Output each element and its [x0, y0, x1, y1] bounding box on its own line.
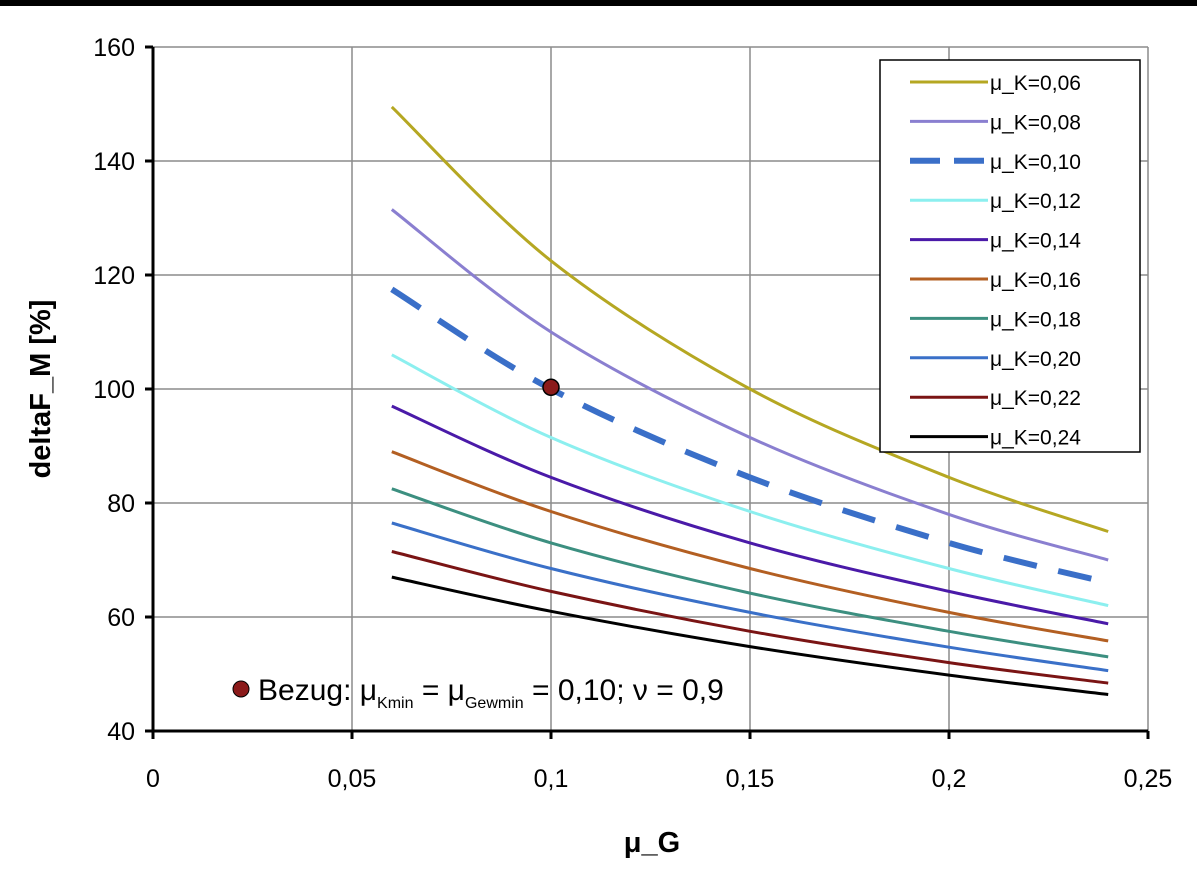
series-line-5 [391, 450, 1109, 643]
series-line-6 [391, 487, 1109, 659]
legend-label-7: μ_K=0,20 [990, 348, 1081, 371]
y-tick-label: 140 [93, 148, 135, 176]
x-tick-labels: 0 0,05 0,1 0,15 0,2 0,25 [146, 765, 1172, 793]
top-border [0, 0, 1197, 6]
series-line-9 [391, 575, 1109, 696]
series-lines [390, 105, 1109, 696]
series-line-2 [390, 286, 1109, 586]
y-axis-label: deltaF_M [%] [25, 300, 57, 479]
legend-label-6: μ_K=0,18 [990, 308, 1081, 331]
annotation-part-sub2: Gewmin [465, 695, 524, 712]
series-line-7 [391, 521, 1109, 673]
legend-label-0: μ_K=0,06 [990, 72, 1081, 95]
series-line-3 [391, 353, 1109, 608]
axes [145, 45, 1150, 739]
reference-point [542, 378, 560, 397]
reference-annotation: Bezug: μKmin = μGewmin = 0,10; ν = 0,9 [232, 674, 724, 712]
y-tick-label: 80 [107, 490, 135, 518]
x-tick-label: 0,2 [932, 765, 967, 793]
legend-label-8: μ_K=0,22 [990, 387, 1081, 410]
annotation-part-prefix: Bezug: μ [258, 674, 377, 707]
legend-label-3: μ_K=0,12 [990, 190, 1081, 213]
legend-label-5: μ_K=0,16 [990, 269, 1081, 292]
legend-label-9: μ_K=0,24 [990, 427, 1081, 450]
y-tick-label: 160 [93, 34, 135, 62]
x-tick-label: 0,05 [328, 765, 377, 793]
series-line-4 [391, 404, 1109, 626]
legend-box [879, 59, 1141, 453]
legend: μ_K=0,06 μ_K=0,08 μ_K=0,10 μ_K=0,12 μ_K=0,14… [879, 59, 1141, 453]
y-tick-label: 100 [93, 376, 135, 404]
annotation-part-mid: = μ [413, 674, 464, 707]
annotation-text: Bezug: μKmin = μGewmin = 0,10; ν = 0,9 [258, 674, 724, 712]
x-tick-label: 0,1 [534, 765, 569, 793]
y-tick-label: 60 [107, 604, 135, 632]
annotation-marker [232, 680, 250, 698]
series-line-8 [391, 550, 1109, 685]
annotation-part-sub1: Kmin [377, 695, 413, 712]
x-axis-label: μ_G [624, 827, 680, 859]
annotation-part-suffix: = 0,10; ν = 0,9 [524, 674, 724, 707]
reference-point-marker [542, 378, 560, 397]
y-tick-label: 40 [107, 718, 135, 746]
legend-label-4: μ_K=0,14 [990, 230, 1081, 253]
legend-label-2: μ_K=0,10 [990, 151, 1081, 174]
legend-label-1: μ_K=0,08 [990, 111, 1081, 134]
x-tick-label: 0,25 [1124, 765, 1173, 793]
y-tick-labels: 40 60 80 100 120 140 160 [93, 34, 135, 746]
series-line-0 [390, 105, 1109, 533]
x-tick-label: 0,15 [726, 765, 775, 793]
series-line-1 [390, 208, 1109, 562]
x-tick-label: 0 [146, 765, 160, 793]
y-tick-label: 120 [93, 262, 135, 290]
